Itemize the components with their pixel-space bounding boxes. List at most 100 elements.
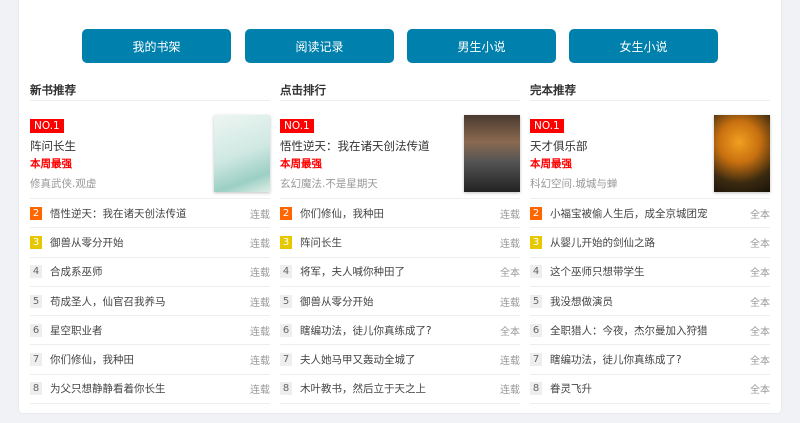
- status-label: 全本: [750, 238, 770, 250]
- list-item[interactable]: 5 御兽从零分开始 连载: [280, 287, 520, 317]
- status-label: 连载: [250, 209, 270, 221]
- list-item[interactable]: 3 御兽从零分开始 连载: [30, 228, 270, 258]
- rank-number: 2: [530, 206, 542, 220]
- book-title[interactable]: 将军，夫人喊你种田了: [300, 266, 405, 279]
- rank-number: 8: [280, 382, 292, 396]
- rank-number: 2: [280, 206, 292, 220]
- book-title[interactable]: 夫人她马甲又轰动全城了: [300, 354, 416, 367]
- list-item[interactable]: 3 阵问长生 连载: [280, 228, 520, 258]
- list-item[interactable]: 6 星空职业者 连载: [30, 316, 270, 346]
- status-label: 全本: [750, 209, 770, 221]
- rank-number: 5: [30, 294, 42, 308]
- rank-number: 3: [280, 235, 292, 249]
- book-title[interactable]: 合成系巫师: [50, 266, 103, 279]
- top-book[interactable]: NO.1 悟性逆天：我在诸天创法传道 本周最强 玄幻魔法.不是星期天: [280, 101, 520, 199]
- ranking-column: 点击排行 NO.1 悟性逆天：我在诸天创法传道 本周最强 玄幻魔法.不是星期天 …: [280, 82, 520, 405]
- female-novels-button[interactable]: 女生小说: [569, 29, 718, 63]
- list-item[interactable]: 8 木叶教书，然后立于天之上 连载: [280, 375, 520, 405]
- list-item[interactable]: 8 眷灵飞升 全本: [530, 375, 770, 405]
- rank-number: 8: [530, 382, 542, 396]
- list-item[interactable]: 2 你们修仙，我种田 连载: [280, 199, 520, 229]
- ranking-column: 新书推荐 NO.1 阵问长生 本周最强 修真武侠.观虚 2 悟性逆天：我在诸天创…: [30, 82, 270, 405]
- book-title[interactable]: 瞎编功法，徒儿你真练成了?: [300, 324, 432, 337]
- male-novels-button[interactable]: 男生小说: [407, 29, 556, 63]
- status-label: 连载: [250, 297, 270, 309]
- status-label: 连载: [250, 238, 270, 250]
- list-item[interactable]: 3 从婴儿开始的剑仙之路 全本: [530, 228, 770, 258]
- rank-number: 4: [530, 265, 542, 279]
- list-item[interactable]: 7 瞎编功法，徒儿你真练成了? 全本: [530, 345, 770, 375]
- book-title[interactable]: 星空职业者: [50, 324, 103, 337]
- list-item[interactable]: 7 你们修仙，我种田 连载: [30, 345, 270, 375]
- book-cover[interactable]: [214, 115, 270, 192]
- rank-badge: NO.1: [280, 119, 314, 133]
- book-title[interactable]: 木叶教书，然后立于天之上: [300, 383, 426, 396]
- book-title[interactable]: 眷灵飞升: [550, 383, 592, 396]
- book-title[interactable]: 这个巫师只想带学生: [550, 266, 645, 279]
- section-title: 点击排行: [280, 82, 520, 101]
- list-item[interactable]: 6 瞎编功法，徒儿你真练成了? 全本: [280, 316, 520, 346]
- book-title[interactable]: 阵问长生: [300, 236, 342, 249]
- rank-number: 7: [280, 353, 292, 367]
- status-label: 全本: [750, 326, 770, 338]
- list-item[interactable]: 4 这个巫师只想带学生 全本: [530, 258, 770, 287]
- rank-number: 6: [530, 323, 542, 337]
- book-title[interactable]: 小福宝被偷人生后，成全京城团宠: [550, 207, 708, 220]
- book-title[interactable]: 苟成圣人，仙官召我养马: [50, 295, 166, 308]
- book-cover[interactable]: [464, 115, 520, 192]
- weekly-tag: 本周最强: [280, 158, 322, 170]
- top-book[interactable]: NO.1 天才俱乐部 本周最强 科幻空间.城城与蝉: [530, 101, 770, 199]
- rank-number: 8: [30, 382, 42, 396]
- reading-history-button[interactable]: 阅读记录: [245, 29, 394, 63]
- book-cover[interactable]: [714, 115, 770, 192]
- book-title[interactable]: 从婴儿开始的剑仙之路: [550, 236, 655, 249]
- status-label: 连载: [500, 297, 520, 309]
- list-item[interactable]: 4 将军，夫人喊你种田了 全本: [280, 258, 520, 287]
- book-title[interactable]: 我没想做演员: [550, 295, 613, 308]
- bookshelf-button[interactable]: 我的书架: [82, 29, 231, 63]
- section-title: 完本推荐: [530, 82, 770, 101]
- rank-number: 2: [30, 206, 42, 220]
- book-title[interactable]: 全职猎人：今夜，杰尔曼加入狩猎: [550, 324, 708, 337]
- list-item[interactable]: 5 苟成圣人，仙官召我养马 连载: [30, 287, 270, 317]
- status-label: 连载: [500, 209, 520, 221]
- status-label: 全本: [750, 356, 770, 368]
- book-title[interactable]: 你们修仙，我种田: [300, 207, 384, 220]
- list-item[interactable]: 4 合成系巫师 连载: [30, 258, 270, 287]
- status-label: 连载: [250, 356, 270, 368]
- list-item[interactable]: 7 夫人她马甲又轰动全城了 连载: [280, 345, 520, 375]
- list-item[interactable]: 8 为父只想静静看着你长生 连载: [30, 375, 270, 405]
- rank-number: 4: [30, 265, 42, 279]
- book-title[interactable]: 天才俱乐部: [530, 139, 588, 153]
- weekly-tag: 本周最强: [530, 158, 572, 170]
- list-item[interactable]: 2 小福宝被偷人生后，成全京城团宠 全本: [530, 199, 770, 229]
- list-item[interactable]: 2 悟性逆天：我在诸天创法传道 连载: [30, 199, 270, 229]
- rank-number: 3: [530, 235, 542, 249]
- book-title[interactable]: 为父只想静静看着你长生: [50, 383, 166, 396]
- book-title[interactable]: 御兽从零分开始: [300, 295, 374, 308]
- rank-number: 7: [30, 353, 42, 367]
- book-meta: 科幻空间.城城与蝉: [530, 178, 618, 190]
- book-meta: 玄幻魔法.不是星期天: [280, 178, 378, 190]
- list-item[interactable]: 6 全职猎人：今夜，杰尔曼加入狩猎 全本: [530, 316, 770, 346]
- book-title[interactable]: 瞎编功法，徒儿你真练成了?: [550, 354, 682, 367]
- rank-number: 3: [30, 235, 42, 249]
- book-title[interactable]: 阵问长生: [30, 139, 76, 153]
- rank-badge: NO.1: [530, 119, 564, 133]
- book-title[interactable]: 悟性逆天：我在诸天创法传道: [50, 207, 187, 220]
- top-book[interactable]: NO.1 阵问长生 本周最强 修真武侠.观虚: [30, 101, 270, 199]
- status-label: 全本: [750, 297, 770, 309]
- main-panel: [19, 0, 781, 413]
- rank-badge: NO.1: [30, 119, 64, 133]
- book-title[interactable]: 御兽从零分开始: [50, 236, 124, 249]
- weekly-tag: 本周最强: [30, 158, 72, 170]
- rank-number: 7: [530, 353, 542, 367]
- rank-number: 5: [530, 294, 542, 308]
- book-title[interactable]: 你们修仙，我种田: [50, 354, 134, 367]
- section-title: 新书推荐: [30, 82, 270, 101]
- book-title[interactable]: 悟性逆天：我在诸天创法传道: [280, 139, 430, 153]
- status-label: 连载: [250, 385, 270, 397]
- book-meta: 修真武侠.观虚: [30, 178, 97, 190]
- list-item[interactable]: 5 我没想做演员 全本: [530, 287, 770, 317]
- status-label: 全本: [750, 385, 770, 397]
